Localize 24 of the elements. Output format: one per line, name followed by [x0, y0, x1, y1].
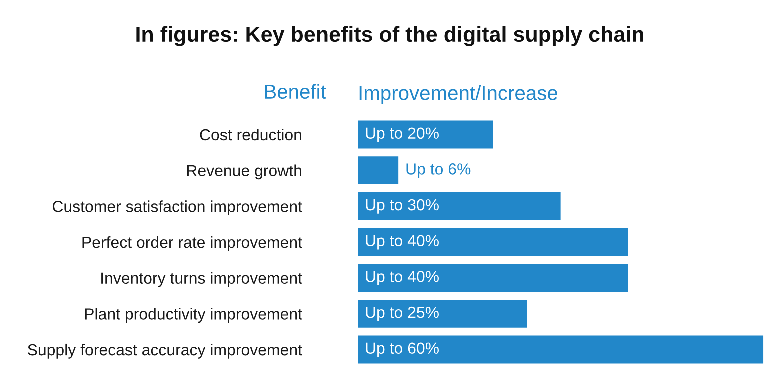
bar: [358, 264, 628, 292]
y-axis-title: Benefit: [265, 84, 326, 100]
y-tick-label: Supply forecast accuracy improvement: [28, 344, 302, 359]
bar: [358, 300, 528, 328]
y-tick-label: Plant productivity improvement: [85, 308, 302, 324]
data-label: Up to 40%: [366, 235, 439, 250]
data-label: Up to 60%: [366, 342, 439, 358]
y-tick-label: Cost reduction: [200, 128, 302, 141]
bar: [358, 120, 494, 149]
bar: [358, 228, 628, 256]
data-label: Up to 6%: [406, 164, 471, 178]
y-tick-label: Perfect order rate improvement: [82, 236, 302, 252]
x-axis-title: Improvement/Increase: [360, 86, 558, 104]
bar: [358, 336, 764, 364]
y-tick-label: Revenue growth: [187, 164, 302, 180]
bar: [358, 156, 399, 185]
y-tick-label: Customer satisfaction improvement: [52, 200, 302, 216]
y-tick-label: Inventory turns improvement: [102, 272, 302, 288]
data-label: Up to 25%: [366, 306, 439, 322]
chart-title: In figures: Key benefits of the digital supply chain: [136, 26, 644, 46]
bar: [358, 192, 561, 220]
data-label: Up to 30%: [366, 199, 439, 214]
data-label: Up to 20%: [366, 128, 439, 142]
data-label: Up to 40%: [366, 271, 439, 286]
